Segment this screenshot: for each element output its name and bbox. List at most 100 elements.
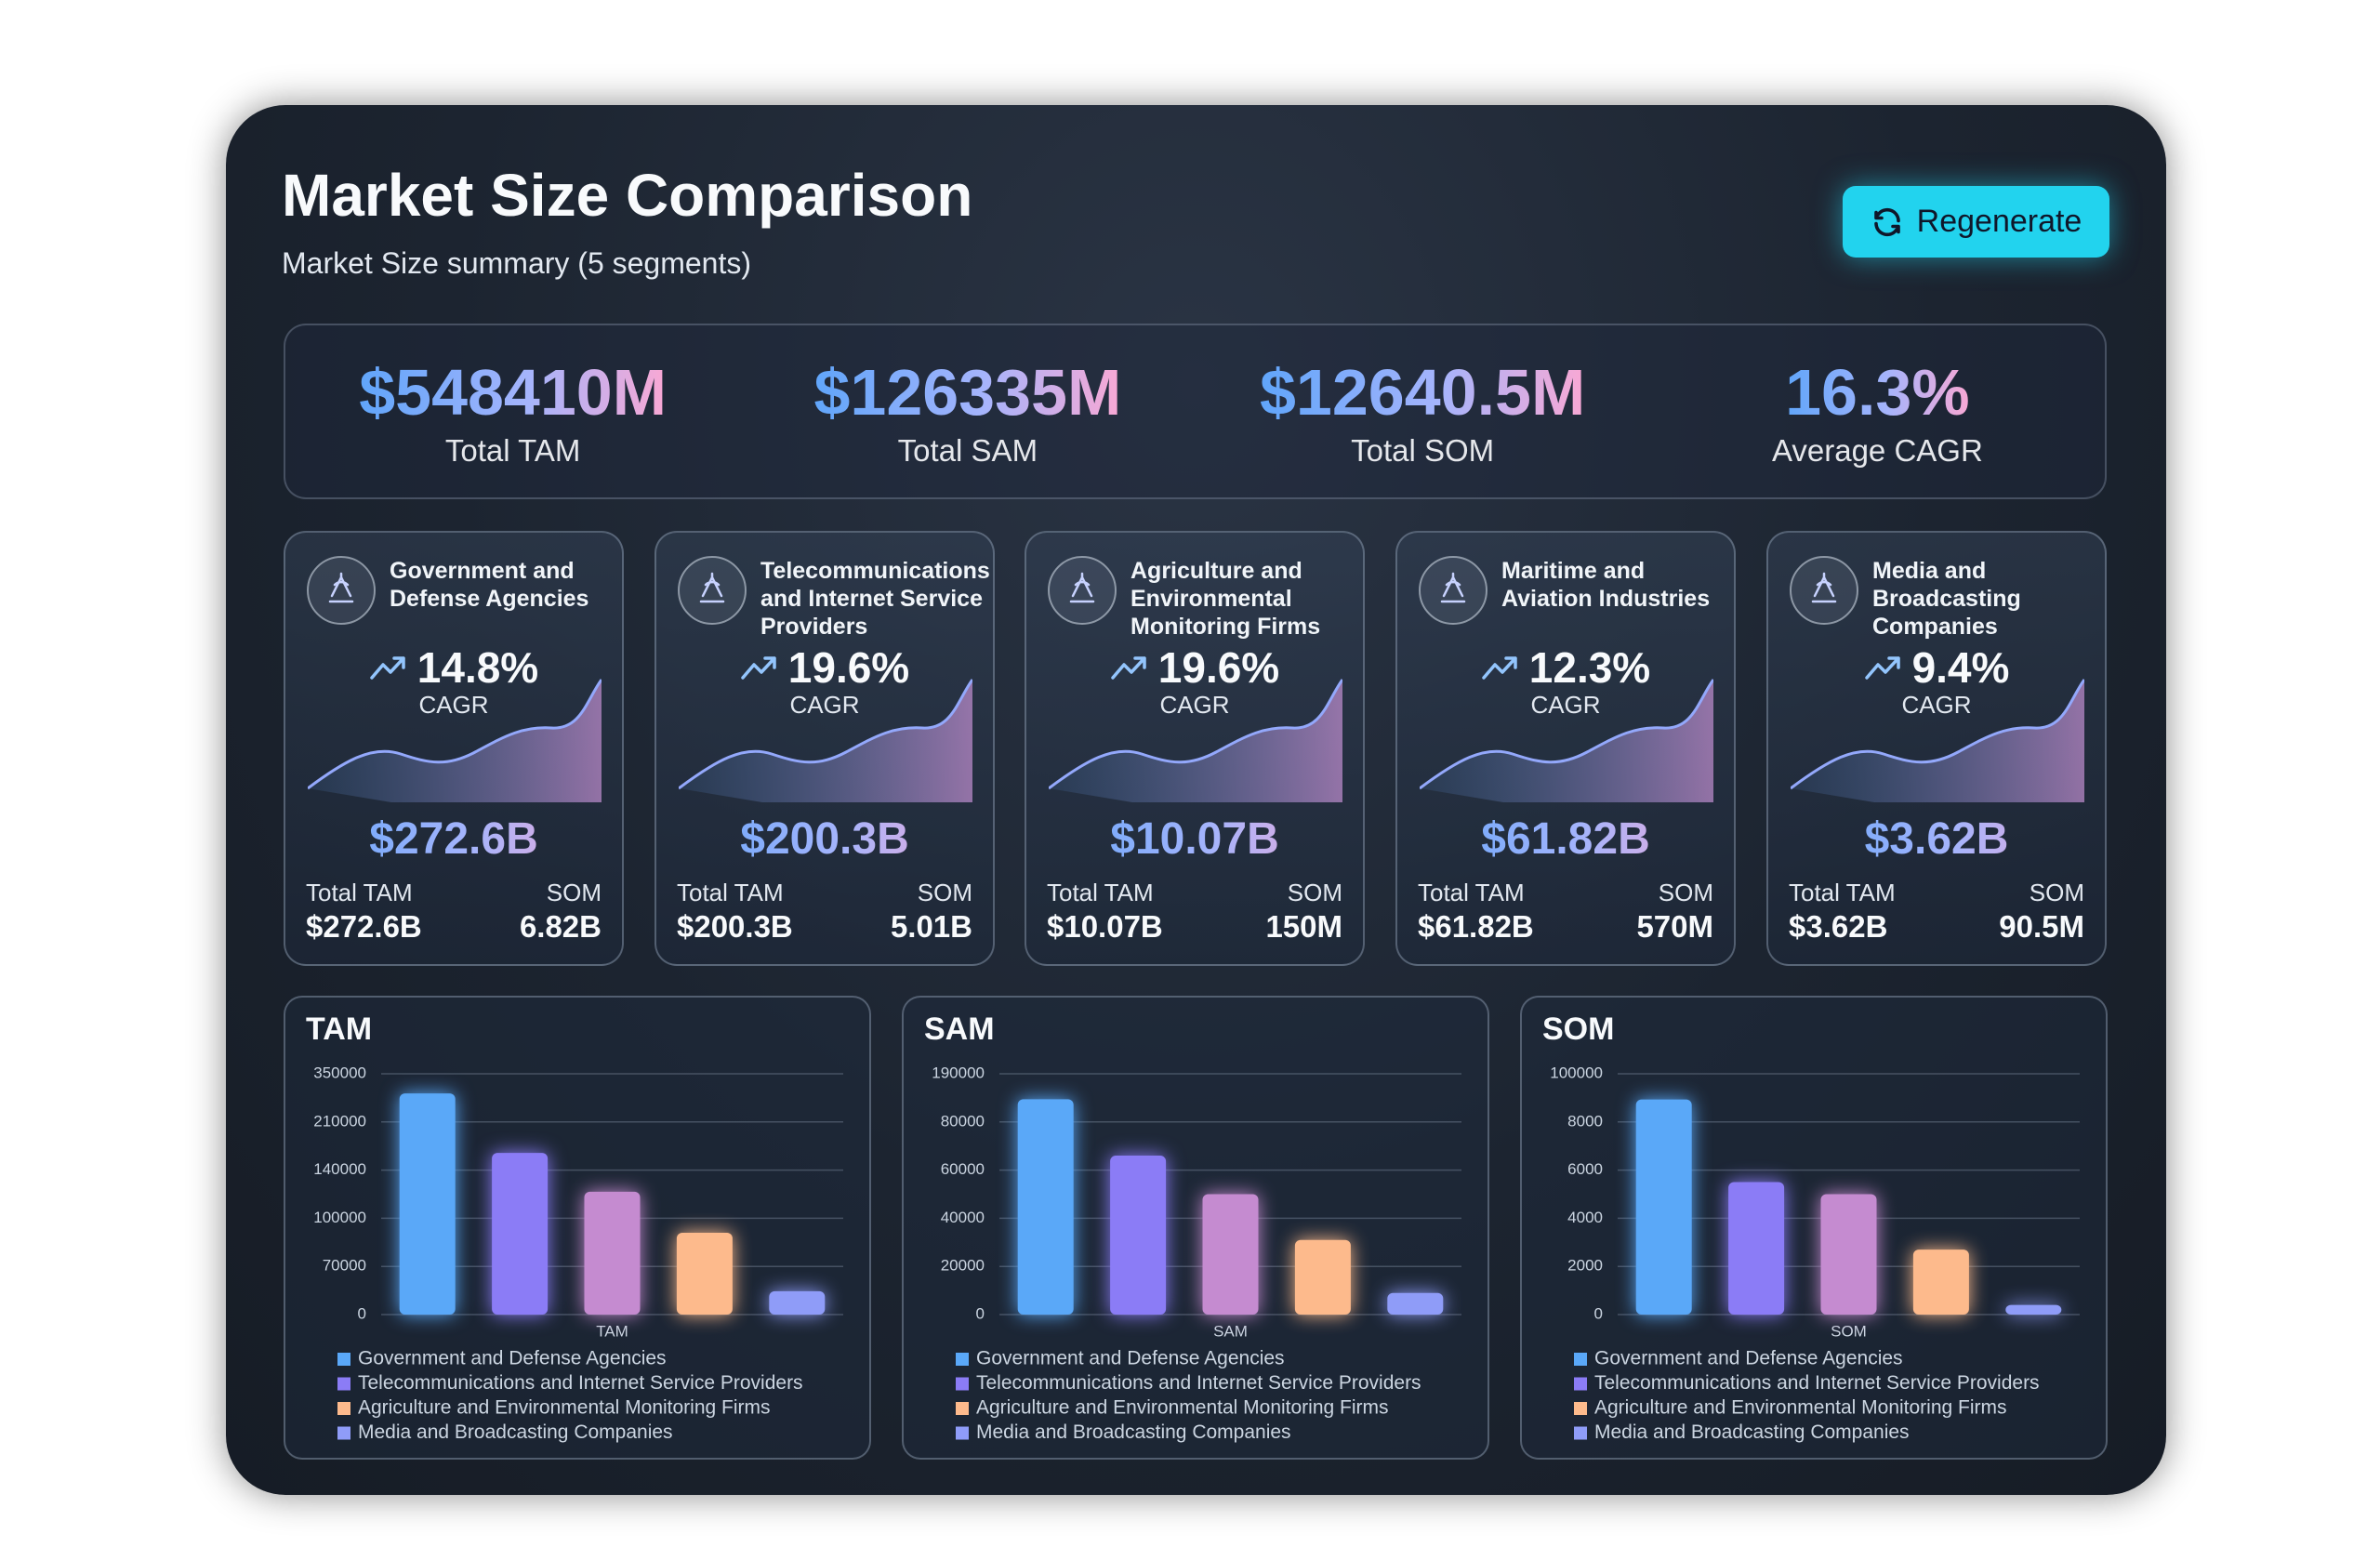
tam-value: $10.07B <box>1047 909 1163 944</box>
icon-ring <box>1419 556 1488 625</box>
x-tick-label: SAM <box>1213 1322 1248 1340</box>
cagr-label: CAGR <box>789 691 860 719</box>
bar <box>1820 1194 1877 1315</box>
page-title: Market Size Comparison <box>282 162 973 229</box>
bar <box>1294 1239 1351 1315</box>
summary-stat: $548410M Total TAM <box>285 325 740 497</box>
segment-card: Telecommunications and Internet Service … <box>654 531 995 966</box>
legend-label: Media and Broadcasting Companies <box>358 1421 673 1443</box>
chart-panel: TAM 0 70000 100000 140000 210000 350000 TAM Gove… <box>284 996 871 1460</box>
y-tick-label: 2000 <box>1567 1257 1603 1275</box>
legend-swatch <box>1574 1402 1587 1415</box>
stat-value: $548410M <box>359 355 668 429</box>
som-value: 5.01B <box>890 909 972 944</box>
trend-icon <box>1864 656 1900 680</box>
segment-value: $10.07B <box>1026 813 1363 865</box>
bar <box>1728 1182 1785 1315</box>
cagr-label: CAGR <box>1901 691 1972 719</box>
x-tick-label: TAM <box>596 1322 628 1340</box>
segment-icon <box>1048 556 1117 625</box>
chart-title: SAM <box>924 1012 995 1047</box>
bar <box>769 1290 826 1315</box>
legend-swatch <box>956 1402 969 1415</box>
chart-title: SOM <box>1542 1012 1614 1047</box>
bar <box>1387 1292 1444 1315</box>
sparkline-line <box>1420 679 1713 790</box>
legend-label: Agriculture and Environmental Monitoring… <box>358 1397 771 1419</box>
bar <box>1110 1156 1167 1315</box>
cagr-row: 9.4% <box>1768 642 2105 693</box>
bar <box>1202 1194 1259 1315</box>
sparkline-line <box>308 679 602 790</box>
som-label: SOM <box>917 879 972 906</box>
y-tick-label: 40000 <box>941 1209 985 1226</box>
trend-icon <box>1111 656 1146 680</box>
y-tick-label: 350000 <box>313 1064 366 1081</box>
sparkline-line <box>1049 679 1342 790</box>
y-tick-label: 0 <box>1594 1304 1603 1322</box>
som-value: 150M <box>1265 909 1342 944</box>
legend-label: Telecommunications and Internet Service … <box>976 1372 1421 1394</box>
y-tick-label: 70000 <box>323 1257 366 1275</box>
cagr-value: 19.6% <box>787 643 910 692</box>
stat-label: Total SAM <box>897 432 1038 468</box>
cagr-row: 12.3% <box>1397 642 1734 693</box>
legend-label: Media and Broadcasting Companies <box>1594 1421 1910 1443</box>
summary-stat: 16.3% Average CAGR <box>1650 325 2105 497</box>
segment-name: Government and Defense Agencies <box>390 558 589 612</box>
trend-icon <box>1482 656 1517 680</box>
legend-label: Agriculture and Environmental Monitoring… <box>976 1397 1389 1419</box>
tam-label: Total TAM <box>677 879 784 906</box>
sparkline-area <box>308 680 602 802</box>
sparkline-area <box>1049 680 1342 802</box>
legend-swatch <box>337 1402 350 1415</box>
segment-icon <box>1419 556 1488 625</box>
cagr-value: 9.4% <box>1911 643 2010 692</box>
segment-name: Telecommunications and Internet Service … <box>760 558 990 640</box>
cagr-value: 12.3% <box>1528 643 1651 692</box>
stat-value: $126335M <box>813 355 1122 429</box>
stat-value: $12640.5M <box>1259 355 1586 429</box>
trend-arrow <box>1482 656 1517 680</box>
chart-title: TAM <box>306 1012 372 1047</box>
som-label: SOM <box>546 879 602 906</box>
segment-value: $61.82B <box>1397 813 1734 865</box>
legend-label: Government and Defense Agencies <box>976 1348 1285 1369</box>
x-tick-label: SOM <box>1831 1322 1867 1340</box>
tam-label: Total TAM <box>306 879 413 906</box>
segment-icon <box>678 556 747 625</box>
segment-icon <box>1790 556 1858 625</box>
bar <box>399 1093 456 1315</box>
y-tick-label: 100000 <box>313 1209 366 1226</box>
stat-value: 16.3% <box>1785 355 1970 429</box>
legend-label: Telecommunications and Internet Service … <box>1594 1372 2040 1394</box>
sparkline-area <box>679 680 972 802</box>
page-subtitle: Market Size summary (5 segments) <box>282 246 752 280</box>
cagr-row: 19.6% <box>1026 642 1363 693</box>
sparkline <box>308 679 602 802</box>
tam-value: $272.6B <box>306 909 422 944</box>
sparkline <box>1791 679 2084 802</box>
bar <box>1017 1099 1074 1315</box>
sparkline <box>679 679 972 802</box>
icon-ring <box>678 556 747 625</box>
chart: TAM 0 70000 100000 140000 210000 350000 TAM Gove… <box>306 1012 843 1443</box>
trend-icon <box>370 656 405 680</box>
cagr-value: 14.8% <box>416 643 539 692</box>
legend-swatch <box>1574 1353 1587 1366</box>
segment-name: Maritime and Aviation Industries <box>1501 558 1711 612</box>
refresh-icon <box>1873 207 1900 236</box>
bar <box>676 1232 733 1315</box>
stat-label: Total SOM <box>1351 432 1495 468</box>
trend-arrow <box>1111 656 1146 680</box>
sparkline-line <box>679 679 972 790</box>
regenerate-button[interactable]: Regenerate <box>1843 186 2109 258</box>
y-tick-label: 0 <box>358 1304 366 1322</box>
segment-value: $3.62B <box>1768 813 2105 865</box>
y-tick-label: 80000 <box>941 1112 985 1130</box>
icon-glyph <box>1069 572 1095 603</box>
stat-label: Total TAM <box>444 432 581 468</box>
segment-name: Agriculture and Environmental Monitoring… <box>1130 558 1321 640</box>
